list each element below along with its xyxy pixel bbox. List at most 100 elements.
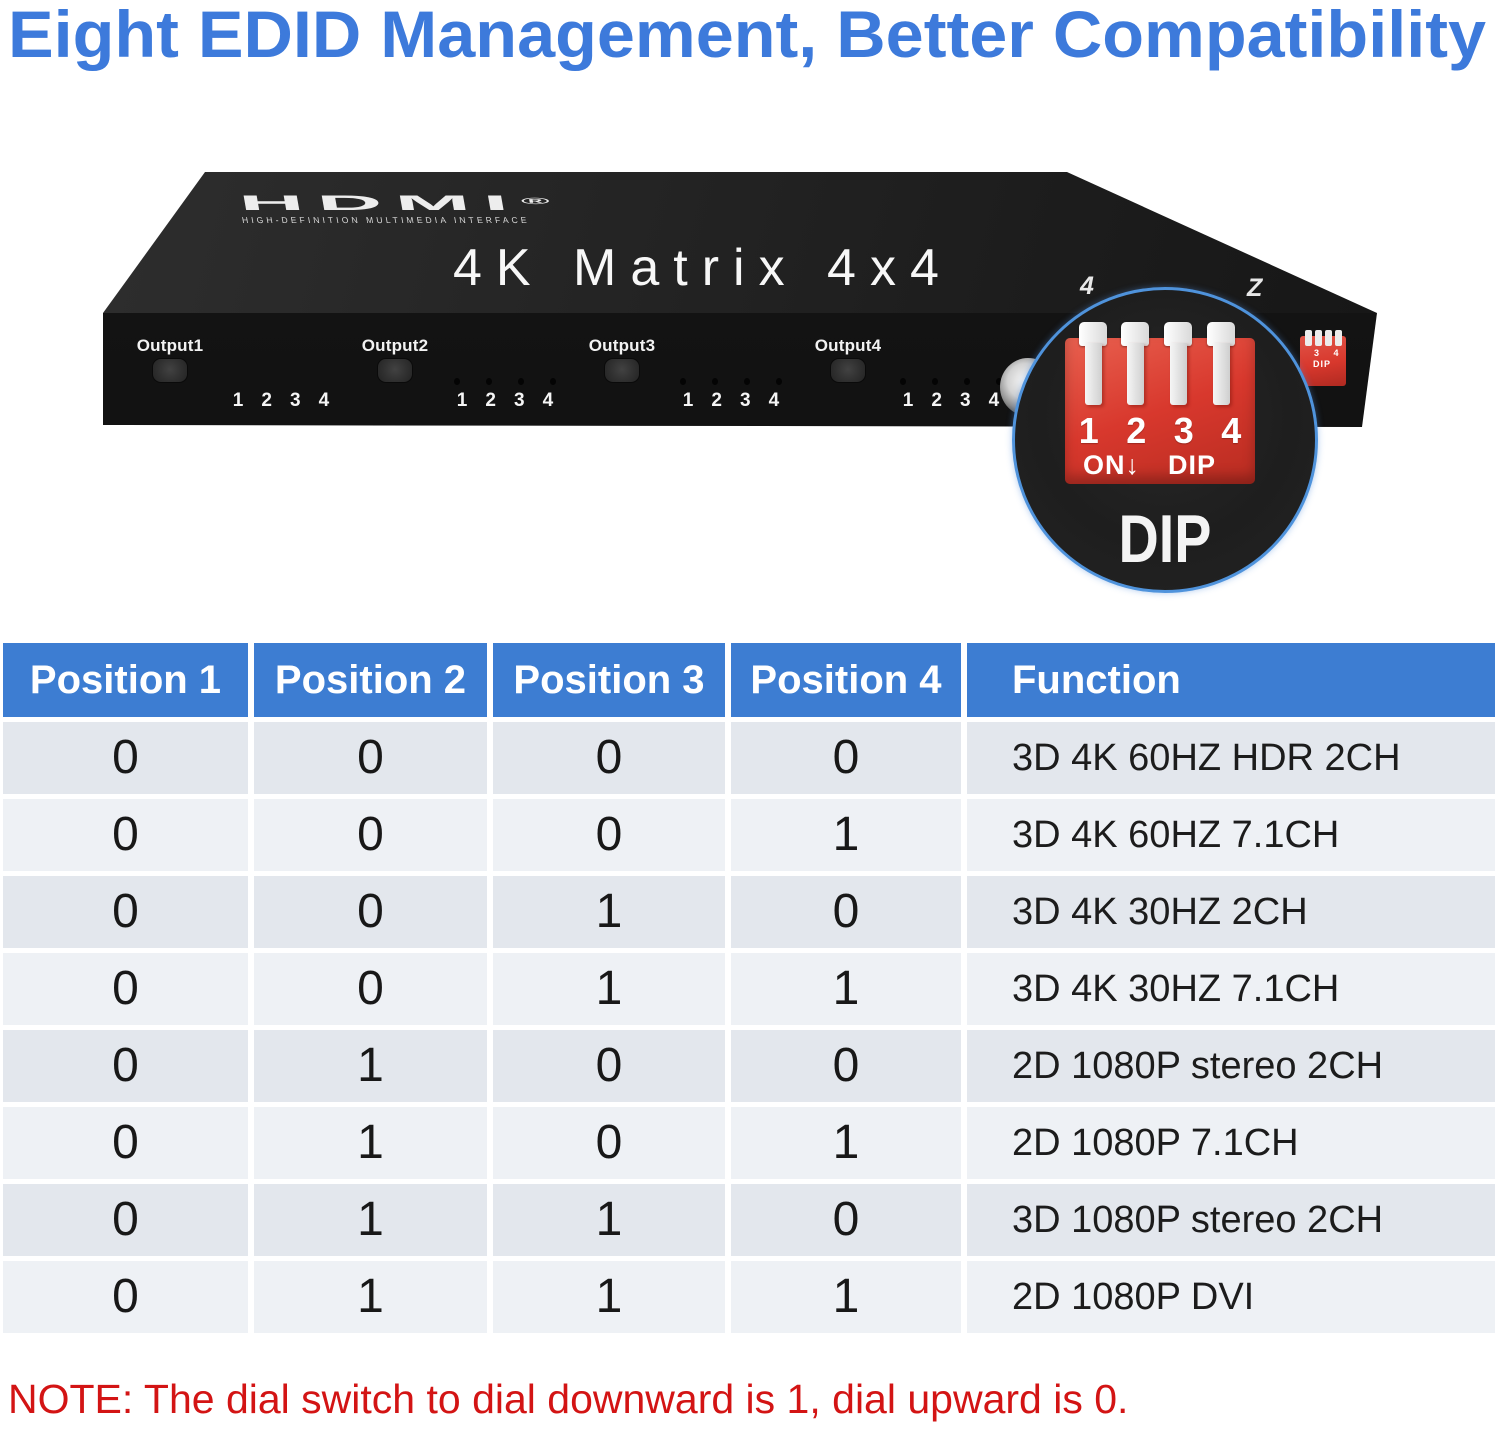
function-cell: 2D 1080P 7.1CH — [967, 1107, 1495, 1179]
position-cell: 1 — [493, 1184, 725, 1256]
edid-table: Position 1 Position 2 Position 3 Position 4… — [3, 643, 1495, 1333]
led-dot — [900, 378, 906, 385]
front-panel: Output1 1 2 3 4 Output2 1 2 3 4 Output3 1 2 3 4 Output4… — [95, 160, 1405, 640]
page-title: Eight EDID Management, Better Compatibil… — [8, 0, 1486, 71]
led-number: 4 — [768, 390, 780, 411]
column-header: Position 1 — [3, 643, 248, 717]
column-header: Function — [967, 643, 1495, 717]
led-dot — [932, 378, 938, 385]
position-cell: 1 — [493, 876, 725, 948]
partial-top-text-left: 4 — [1080, 272, 1094, 300]
led-number: 1 — [232, 390, 244, 411]
led-dots-row — [900, 378, 1002, 385]
output-label: Output2 — [361, 336, 429, 355]
position-cell: 1 — [731, 799, 961, 871]
dip-switch-handle — [1164, 322, 1192, 405]
led-dot — [744, 378, 750, 385]
position-cell: 0 — [731, 1184, 961, 1256]
dip-switch-handle — [1121, 322, 1149, 405]
led-number: 1 — [682, 390, 694, 411]
position-cell: 1 — [254, 1030, 487, 1102]
led-number: 2 — [931, 390, 942, 411]
led-dots-row — [680, 378, 782, 385]
position-cell: 0 — [254, 799, 487, 871]
led-number: 1 — [456, 390, 468, 411]
dip-switch-cap — [1079, 322, 1107, 346]
led-number: 3 — [960, 390, 971, 411]
function-cell: 3D 4K 30HZ 7.1CH — [967, 953, 1495, 1025]
position-cell: 1 — [731, 953, 961, 1025]
dip-switch-number: 1 — [1078, 410, 1099, 451]
position-cell: 1 — [731, 1261, 961, 1333]
position-cell: 0 — [493, 1030, 725, 1102]
position-cell: 0 — [3, 1261, 248, 1333]
position-cell: 0 — [254, 953, 487, 1025]
led-number: 2 — [711, 390, 722, 411]
output-led-button — [153, 359, 187, 382]
output-led-button — [831, 359, 865, 382]
dip-caption: DIP — [1118, 501, 1212, 577]
dip-switch-stem — [1212, 343, 1230, 405]
dip-switch-stem — [1126, 343, 1144, 405]
note-text: NOTE: The dial switch to dial downward i… — [8, 1376, 1129, 1422]
position-cell: 0 — [3, 876, 248, 948]
output-label: Output3 — [588, 336, 656, 355]
position-cell: 0 — [731, 1030, 961, 1102]
output-label: Output4 — [814, 336, 882, 355]
led-number: 3 — [514, 390, 525, 411]
dip-switch-stem — [1169, 343, 1187, 405]
function-cell: 3D 4K 30HZ 2CH — [967, 876, 1495, 948]
position-cell: 0 — [493, 1107, 725, 1179]
function-cell: 2D 1080P DVI — [967, 1261, 1495, 1333]
dip-switch-number: 4 — [1221, 410, 1242, 451]
function-cell: 3D 4K 60HZ 7.1CH — [967, 799, 1495, 871]
position-cell: 1 — [493, 1261, 725, 1333]
device-model-label: 4K Matrix 4x4 — [453, 239, 953, 297]
position-cell: 0 — [3, 1107, 248, 1179]
dip-switch-handles — [1065, 322, 1255, 484]
dip-switch-cap — [1207, 322, 1235, 346]
led-dot — [712, 378, 718, 385]
output-led-button — [605, 359, 639, 382]
partial-top-text-right: Z — [1247, 274, 1263, 302]
led-dot — [550, 378, 556, 385]
led-dot — [454, 378, 460, 385]
dip-switch-small-label: DIP — [1313, 359, 1332, 369]
dip-switch-stem — [1084, 343, 1102, 405]
led-number: 1 — [902, 390, 914, 411]
position-cell: 0 — [254, 722, 487, 794]
led-dot — [518, 378, 524, 385]
led-number: 4 — [542, 390, 554, 411]
led-number: 2 — [261, 390, 272, 411]
product-image: HDMI® HIGH-DEFINITION MULTIMEDIA INTERFA… — [95, 160, 1405, 640]
led-dot — [486, 378, 492, 385]
position-cell: 0 — [3, 953, 248, 1025]
dip-on-label: ON↓ — [1083, 450, 1140, 480]
function-cell: 3D 4K 60HZ HDR 2CH — [967, 722, 1495, 794]
function-cell: 3D 1080P stereo 2CH — [967, 1184, 1495, 1256]
led-dots-row — [454, 378, 556, 385]
led-dot — [776, 378, 782, 385]
function-cell: 2D 1080P stereo 2CH — [967, 1030, 1495, 1102]
position-cell: 1 — [254, 1261, 487, 1333]
page-title-text: Eight EDID Management, Better Compatibil… — [8, 0, 1486, 71]
dip-switch-number: 2 — [1126, 410, 1147, 451]
position-cell: 0 — [493, 799, 725, 871]
position-cell: 0 — [493, 722, 725, 794]
dip-switch-handle — [1079, 322, 1107, 405]
output-label: Output1 — [136, 336, 204, 355]
led-number: 4 — [318, 390, 330, 411]
led-number: 3 — [290, 390, 301, 411]
led-dot — [964, 378, 970, 385]
